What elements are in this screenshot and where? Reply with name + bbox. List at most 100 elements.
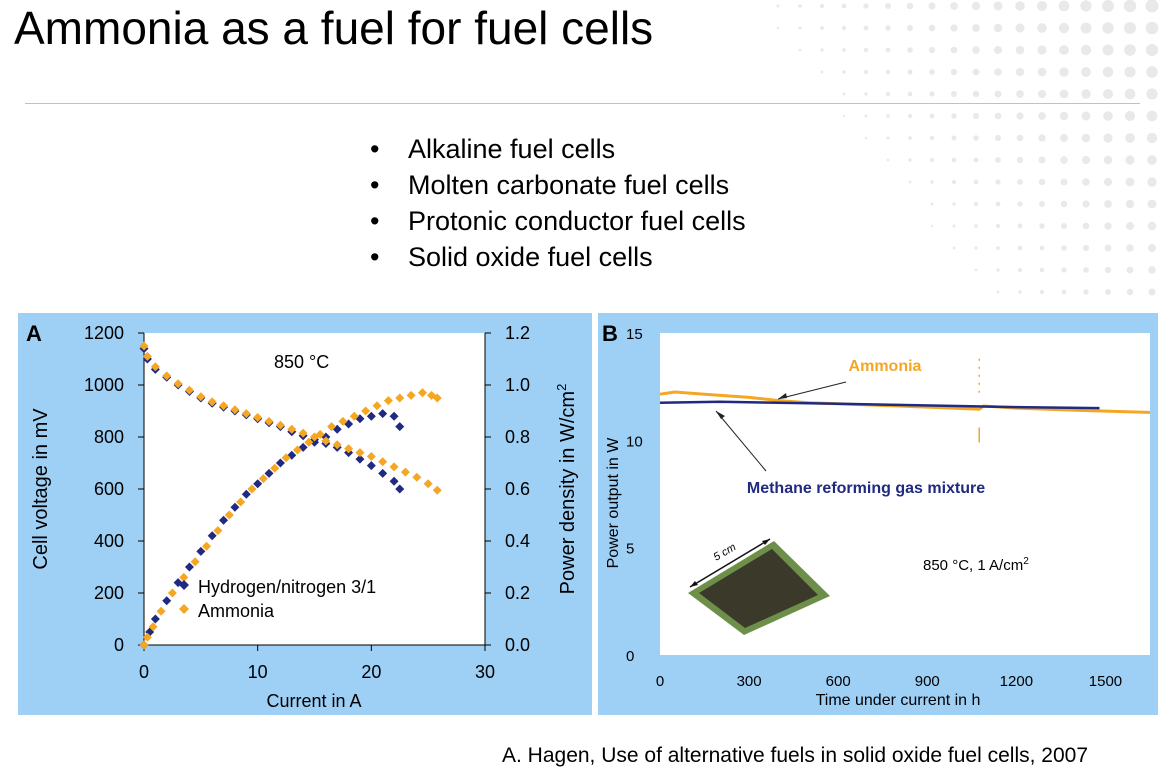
decor-dot — [1015, 45, 1025, 55]
decor-dot — [1015, 67, 1025, 77]
hydrogen-power-point — [241, 489, 251, 499]
decor-dot — [798, 4, 802, 8]
methane-pointer-arrowhead — [716, 411, 725, 419]
chart-b-svg: B 0 5 10 15 0 300 600 900 1200 1500 Time… — [602, 321, 1151, 709]
decor-dot — [994, 46, 1002, 54]
y-left-tick: 0 — [114, 635, 124, 655]
decor-dot — [929, 113, 935, 119]
y-left-tick: 600 — [94, 479, 124, 499]
decor-dot — [1038, 112, 1046, 120]
bullet-marker: • — [370, 134, 380, 164]
bullet-marker: • — [370, 206, 380, 236]
decor-dot — [993, 23, 1003, 33]
decor-dot — [1082, 222, 1090, 230]
ammonia-power-point — [202, 541, 212, 551]
decor-dot — [1102, 0, 1114, 12]
ammonia-power-point — [139, 640, 149, 650]
hydrogen-power-point — [196, 546, 206, 556]
ammonia-power-point — [167, 588, 177, 598]
hydrogen-power-point — [310, 437, 319, 447]
ammonia-voltage-point — [287, 424, 297, 434]
y-left-tick: 1200 — [84, 323, 124, 343]
hydrogen-voltage-point — [366, 461, 376, 471]
ammonia-voltage-point — [378, 457, 388, 467]
ammonia-power-point — [156, 606, 166, 616]
decor-dot — [907, 113, 913, 119]
slide-title: Ammonia as a fuel for fuel cells — [14, 2, 654, 54]
decor-dot — [885, 69, 891, 75]
decor-dot — [1083, 267, 1089, 273]
decor-dot — [1059, 111, 1069, 121]
ammonia-voltage-point — [230, 405, 240, 415]
ammonia-voltage-point — [344, 444, 354, 454]
y-right-tick: 0.4 — [505, 531, 530, 551]
decor-dot — [1102, 44, 1114, 56]
decor-dot — [971, 1, 981, 11]
hydrogen-power-point — [389, 411, 399, 421]
hydrogen-power-point — [366, 411, 376, 421]
decor-dot — [820, 26, 824, 30]
chart-a-y-right-label: Power density in W/cm2 — [554, 384, 579, 595]
decor-dot — [841, 3, 847, 9]
ammonia-power-point — [406, 390, 416, 400]
bullet-item: • Protonic conductor fuel cells — [370, 203, 746, 239]
decor-dot — [841, 25, 847, 31]
decor-dot — [1015, 1, 1025, 11]
ammonia-voltage-point — [275, 420, 285, 430]
decor-dot — [1016, 134, 1024, 142]
decorative-dot-grid — [776, 0, 1159, 296]
legend-marker-ammonia — [179, 604, 189, 614]
decor-dot — [929, 135, 935, 141]
ammonia-voltage-point — [321, 436, 331, 446]
decor-dot — [1081, 67, 1091, 77]
hydrogen-power-point — [230, 502, 240, 512]
decor-dot — [951, 157, 957, 163]
decor-dot — [930, 180, 934, 184]
decor-dot — [1125, 199, 1135, 209]
ammonia-voltage-point — [219, 401, 229, 411]
hydrogen-power-point — [275, 458, 285, 468]
x-tick: 10 — [248, 662, 268, 682]
decor-dot — [950, 24, 958, 32]
decor-dot — [952, 224, 956, 228]
chart-a-annotation: 850 °C — [274, 352, 329, 372]
x-tick: 1500 — [1089, 673, 1122, 690]
decor-dot — [863, 3, 869, 9]
y-left-tick: 800 — [94, 427, 124, 447]
decor-dot — [1082, 178, 1090, 186]
ammonia-power-point — [372, 401, 382, 411]
ammonia-series-label: Ammonia — [849, 358, 922, 375]
decor-dot — [930, 224, 934, 228]
ammonia-voltage-point — [196, 392, 206, 402]
decor-dot — [1145, 0, 1159, 13]
decor-dot — [863, 47, 869, 53]
decor-dot — [973, 157, 979, 163]
decor-dot — [1125, 177, 1135, 187]
decor-dot — [972, 46, 980, 54]
decor-dot — [1017, 245, 1023, 251]
ammonia-power-point — [148, 622, 158, 632]
decor-dot — [842, 70, 846, 74]
fuel-cell-inset-image: 5 cm — [688, 538, 830, 635]
x-tick: 30 — [475, 662, 495, 682]
decor-dot — [1126, 222, 1134, 230]
decor-dot — [906, 2, 914, 10]
ammonia-voltage-point — [184, 385, 194, 395]
decor-dot — [1038, 156, 1046, 164]
ammonia-voltage-point — [264, 416, 274, 426]
bullet-item: • Alkaline fuel cells — [370, 131, 746, 167]
ammonia-power-point — [383, 396, 393, 406]
decor-dot — [1038, 178, 1046, 186]
decor-dot — [1124, 88, 1136, 100]
x-tick: 0 — [139, 662, 149, 682]
ammonia-power-point — [304, 437, 314, 447]
ammonia-power-point — [190, 557, 200, 567]
decor-dot — [1103, 133, 1113, 143]
y-right-label-sup: 2 — [554, 384, 569, 391]
ammonia-voltage-point — [139, 341, 149, 351]
decor-dot — [886, 158, 890, 162]
decor-dot — [1148, 244, 1156, 252]
ammonia-power-point — [224, 510, 234, 520]
ammonia-power-point — [179, 572, 189, 582]
bullet-item: • Solid oxide fuel cells — [370, 239, 746, 275]
